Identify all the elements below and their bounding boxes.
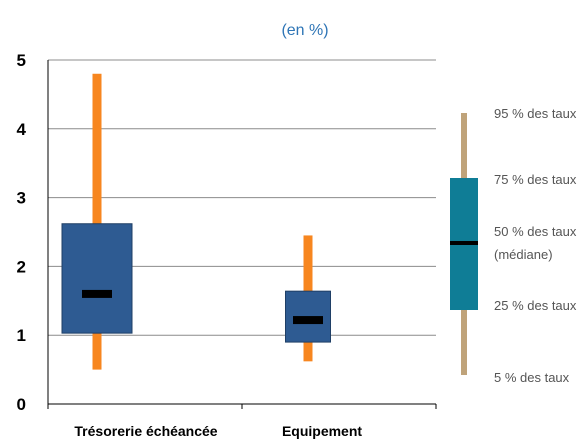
whisker-1 <box>92 73 102 370</box>
legend-median <box>450 241 478 245</box>
category-labels: Trésorerie échéancée Equipement <box>74 423 362 439</box>
median-marker-1 <box>82 289 112 298</box>
legend-label-1: 95 % des taux <box>494 106 577 121</box>
legend-label-2: 75 % des taux <box>494 172 577 187</box>
legend-label-4: (médiane) <box>494 247 553 262</box>
box-1 <box>61 73 133 370</box>
axes <box>47 60 437 409</box>
y-tick-label-5: 5 <box>17 51 26 70</box>
category-label-1: Trésorerie échéancée <box>74 423 217 439</box>
legend-label-3: 50 % des taux <box>494 224 577 239</box>
y-tick-label-3: 3 <box>17 189 26 208</box>
boxes <box>61 73 331 370</box>
y-axis-tick-labels: 0 1 2 3 4 5 <box>17 51 27 414</box>
category-label-2: Equipement <box>282 423 362 439</box>
iqr-box-1 <box>61 223 133 334</box>
unit-label: (en %) <box>281 22 328 39</box>
y-tick-label-0: 0 <box>17 395 26 414</box>
legend-label-6: 5 % des taux <box>494 370 570 385</box>
legend: 95 % des taux 75 % des taux 50 % des taux (… <box>450 106 577 385</box>
legend-label-5: 25 % des taux <box>494 298 577 313</box>
y-tick-label-4: 4 <box>17 120 27 139</box>
y-tick-label-2: 2 <box>17 257 26 276</box>
median-marker-2 <box>293 316 323 325</box>
box-2 <box>285 235 331 362</box>
y-tick-label-1: 1 <box>17 326 26 345</box>
